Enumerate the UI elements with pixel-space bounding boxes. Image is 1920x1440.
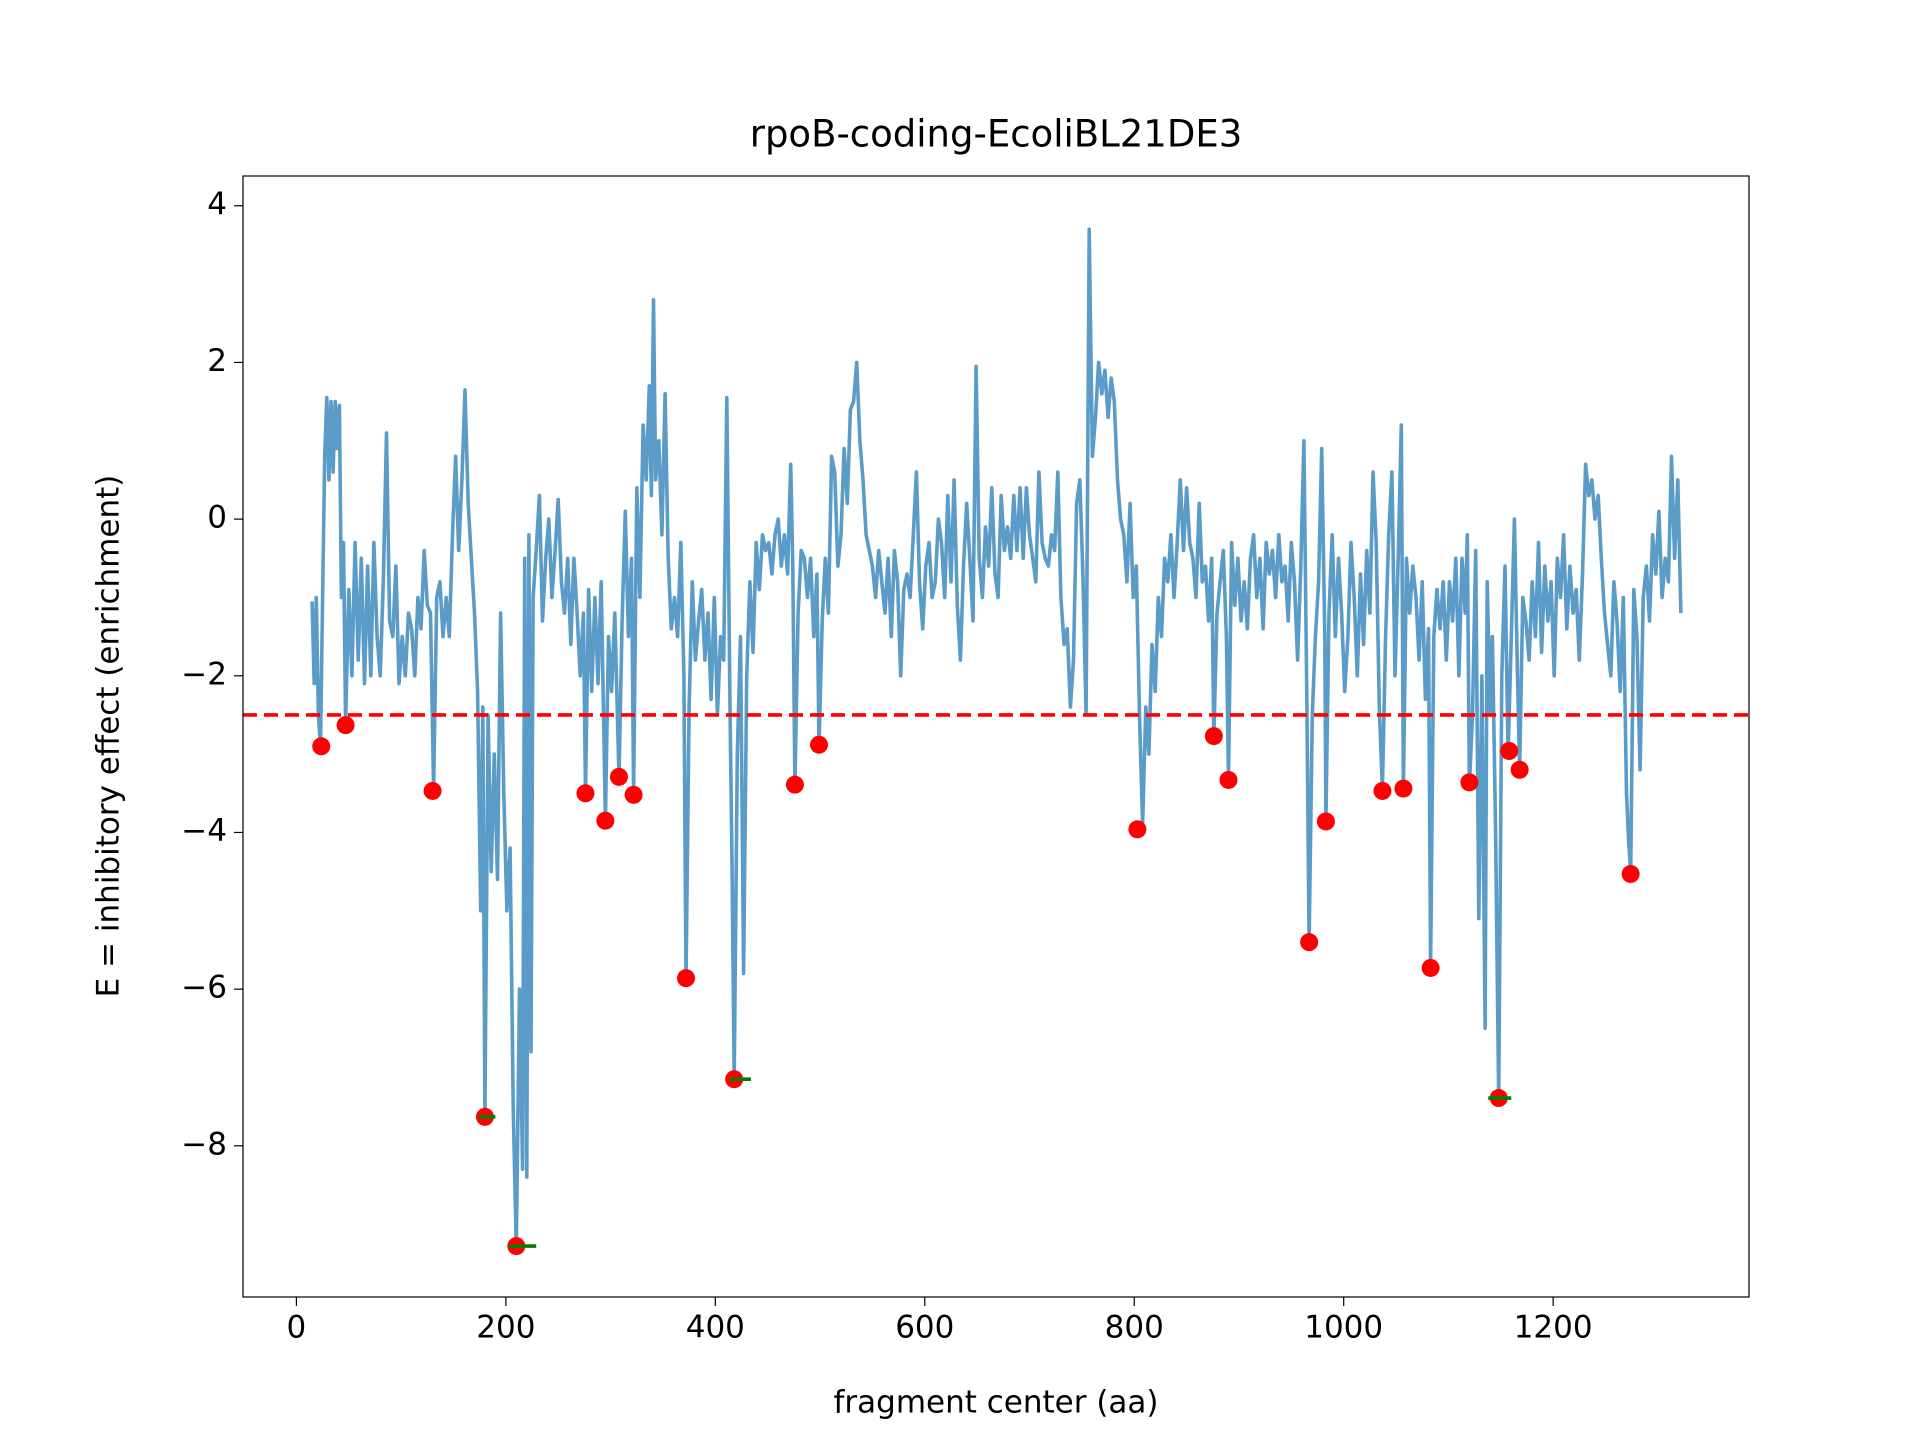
- hit-point: [1500, 741, 1519, 760]
- chart-title: rpoB-coding-EcoliBL21DE3: [750, 113, 1243, 156]
- hit-point: [1128, 820, 1147, 839]
- hit-point: [624, 785, 643, 804]
- x-tick-label: 800: [1105, 1310, 1164, 1346]
- x-tick-label: 600: [895, 1310, 954, 1346]
- hit-point: [423, 781, 442, 800]
- y-tick-label: −4: [181, 813, 227, 849]
- hit-point: [576, 784, 595, 803]
- hit-point: [785, 775, 804, 794]
- y-tick-label: −8: [181, 1126, 227, 1162]
- y-tick-label: −6: [181, 970, 227, 1006]
- y-tick-label: 2: [207, 343, 227, 379]
- hit-point: [1300, 933, 1319, 952]
- hit-point: [677, 969, 696, 988]
- y-axis-label: E = inhibitory effect (enrichment): [91, 475, 127, 998]
- hit-point: [1373, 781, 1392, 800]
- x-axis-label: fragment center (aa): [833, 1385, 1158, 1421]
- y-tick-label: 0: [207, 500, 227, 536]
- x-tick-label: 400: [686, 1310, 745, 1346]
- data-line: [310, 227, 1683, 1250]
- hit-point: [1219, 770, 1238, 789]
- x-tick-label: 0: [287, 1310, 307, 1346]
- x-tick-label: 1000: [1304, 1310, 1383, 1346]
- y-tick-label: 4: [207, 186, 227, 222]
- hit-point: [1204, 727, 1223, 746]
- y-tick-label: −2: [181, 656, 227, 692]
- plot-frame: [242, 175, 1750, 1298]
- x-tick-label: 200: [476, 1310, 535, 1346]
- hit-point: [1394, 779, 1413, 798]
- hit-point: [596, 811, 615, 830]
- hit-point: [1621, 864, 1640, 883]
- hit-point: [1421, 958, 1440, 977]
- hit-point: [336, 716, 355, 735]
- hit-point: [609, 767, 628, 786]
- x-tick-label: 1200: [1514, 1310, 1593, 1346]
- hit-point: [810, 735, 829, 754]
- hit-point: [312, 737, 331, 756]
- hit-point: [1316, 812, 1335, 831]
- hit-point: [1510, 760, 1529, 779]
- hit-point: [1460, 773, 1479, 792]
